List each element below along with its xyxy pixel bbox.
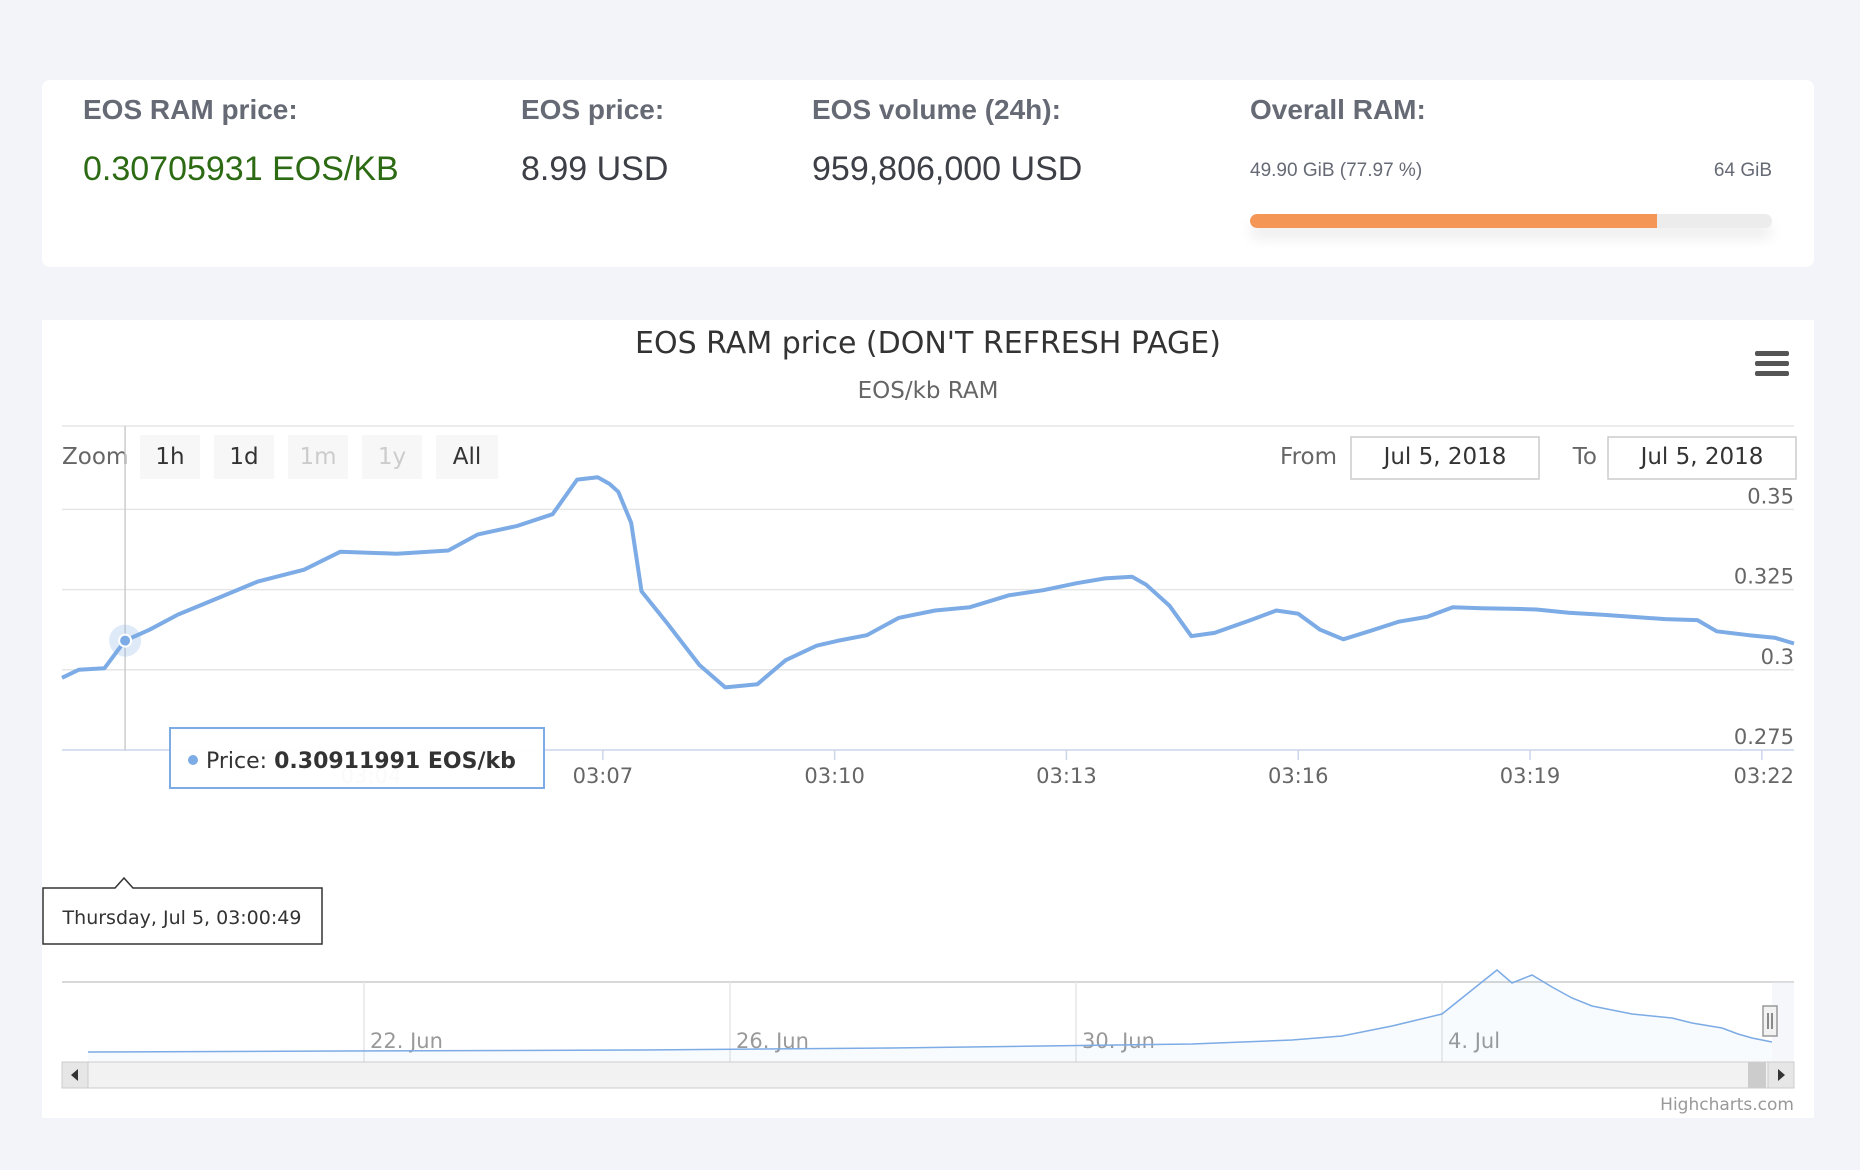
x-tick-label: 03:07 — [573, 764, 634, 788]
tooltip-text: Price: 0.30911991 EOS/kb — [206, 749, 516, 774]
date-tooltip: Thursday, Jul 5, 03:00:49 — [42, 876, 323, 945]
x-tick-label: 03:19 — [1500, 764, 1561, 788]
to-date-input[interactable]: Jul 5, 2018 — [1607, 436, 1797, 480]
overall-ram-used: 49.90 GiB (77.97 %) — [1250, 160, 1423, 181]
to-date-value: Jul 5, 2018 — [1639, 444, 1764, 470]
chart-title: EOS RAM price (DON'T REFRESH PAGE) — [635, 326, 1221, 361]
zoom-button-1y-label: 1y — [378, 444, 406, 470]
zoom-button-all-label: All — [453, 444, 482, 470]
overall-ram-total: 64 GiB — [1713, 160, 1772, 181]
eos-price-label: EOS price: — [521, 94, 665, 125]
scroll-right-button[interactable] — [1767, 1061, 1795, 1089]
x-tick-label: 03:16 — [1268, 764, 1329, 788]
volume-value: 959,806,000 USD — [812, 150, 1083, 188]
tooltip-series-dot — [188, 755, 198, 765]
x-tick-label: 03:10 — [804, 764, 865, 788]
ram-progress-bar — [1250, 214, 1772, 228]
scrollbar-thumb[interactable] — [1748, 1062, 1766, 1088]
x-tick-label: 03:22 — [1733, 764, 1794, 788]
x-tick-label: 03:13 — [1036, 764, 1097, 788]
y-tick-label: 0.35 — [1747, 484, 1794, 508]
to-label: To — [1572, 444, 1597, 470]
zoom-label: Zoom — [62, 444, 128, 470]
chart-card: EOS RAM price (DON'T REFRESH PAGE) EOS/k… — [42, 320, 1814, 1118]
navigator-series — [87, 969, 1773, 1062]
hover-point — [118, 633, 133, 648]
zoom-button-1h[interactable]: 1h — [140, 435, 200, 479]
ram-price-label: EOS RAM price: — [83, 94, 298, 125]
crosshair — [109, 426, 142, 750]
tooltip-value: 0.30911991 EOS/kb — [274, 749, 516, 774]
tooltip-box — [169, 727, 545, 789]
price-line[interactable] — [61, 475, 1795, 690]
scroll-left-button[interactable] — [61, 1061, 89, 1089]
zoom-button-1d-label: 1d — [229, 444, 258, 470]
y-tick-label: 0.275 — [1734, 725, 1794, 749]
navigator-label: 22. Jun — [370, 1029, 443, 1053]
zoom-button-1d[interactable]: 1d — [214, 435, 274, 479]
navigator-label: 30. Jun — [1082, 1029, 1155, 1053]
hamburger-menu-icon[interactable] — [1754, 320, 1796, 376]
navigator-handle-right[interactable] — [1762, 1005, 1778, 1037]
date-tooltip-text: Thursday, Jul 5, 03:00:49 — [62, 907, 302, 929]
arrow-right-icon — [1778, 1069, 1785, 1081]
volume-label: EOS volume (24h): — [812, 94, 1061, 125]
price-series[interactable] — [61, 475, 1795, 690]
arrow-left-icon — [71, 1069, 78, 1081]
y-tick-label: 0.325 — [1734, 565, 1794, 589]
tooltip-series-name: Price: — [206, 749, 267, 774]
navigator-line — [87, 969, 1773, 1053]
tooltip: Price: 0.30911991 EOS/kb — [169, 727, 545, 789]
price-chart: EOS RAM price (DON'T REFRESH PAGE) EOS/k… — [42, 320, 1797, 1115]
zoom-button-all[interactable]: All — [436, 435, 498, 479]
navigator-area — [88, 970, 1772, 1062]
scrollbar[interactable] — [61, 1061, 1795, 1089]
highcharts-credits[interactable]: Highcharts.com — [1660, 1095, 1794, 1115]
zoom-button-1y[interactable]: 1y — [362, 435, 422, 479]
ram-price-value: 0.30705931 EOS/KB — [83, 150, 399, 188]
zoom-button-1m[interactable]: 1m — [288, 435, 348, 479]
ram-progress-fill — [1250, 214, 1657, 228]
navigator-grid — [363, 982, 1443, 1062]
from-date-value: Jul 5, 2018 — [1382, 444, 1507, 470]
from-label: From — [1280, 444, 1337, 470]
zoom-button-1h-label: 1h — [155, 444, 184, 470]
chart-subtitle: EOS/kb RAM — [858, 378, 999, 404]
y-tick-label: 0.3 — [1761, 645, 1794, 669]
eos-price-value: 8.99 USD — [521, 150, 669, 188]
from-date-input[interactable]: Jul 5, 2018 — [1350, 436, 1540, 480]
y-axis-ticks: 0.275 0.3 0.325 0.35 — [1734, 484, 1794, 749]
zoom-button-1m-label: 1m — [299, 444, 336, 470]
navigator[interactable]: 22. Jun 26. Jun 30. Jun 4. Jul — [62, 969, 1794, 1082]
stats-panel: EOS RAM price: 0.30705931 EOS/KB EOS pri… — [42, 80, 1814, 267]
navigator-label: 4. Jul — [1448, 1029, 1500, 1053]
overall-ram-label: Overall RAM: — [1250, 94, 1426, 125]
